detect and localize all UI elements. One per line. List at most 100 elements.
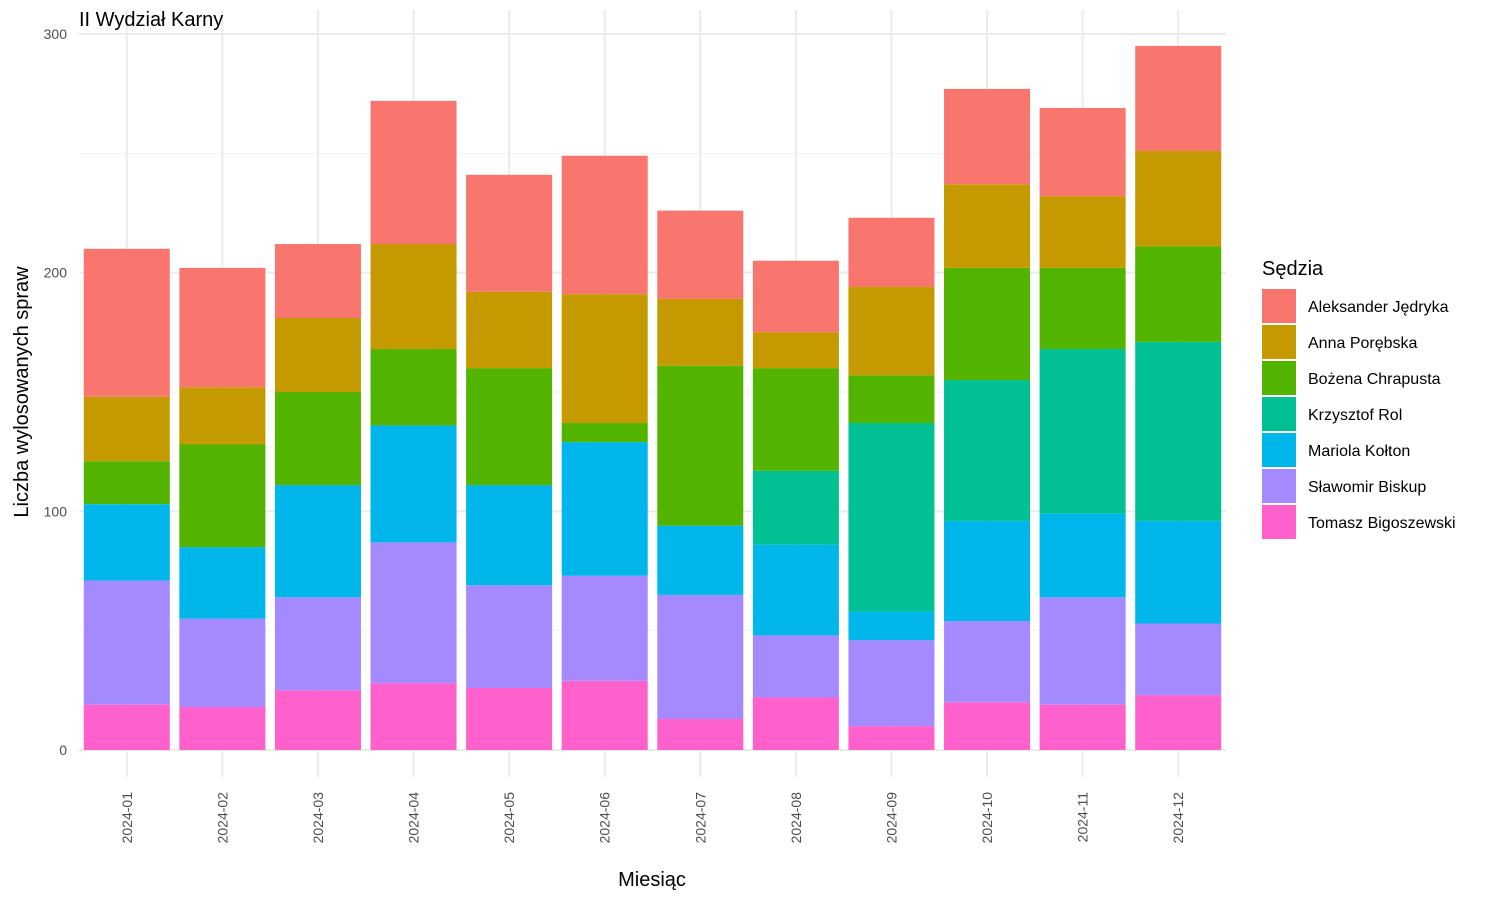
y-tick-label: 300 (44, 26, 68, 42)
legend-swatch (1262, 469, 1296, 503)
legend-label: Sławomir Biskup (1308, 479, 1426, 496)
x-tick-label: 2024-10 (979, 792, 995, 844)
legend-label: Mariola Kołton (1308, 443, 1410, 460)
bar-segment (466, 368, 553, 486)
bars (83, 45, 1222, 750)
bar-segment (1135, 695, 1222, 750)
y-tick-label: 200 (44, 265, 68, 281)
bar-segment (752, 635, 839, 698)
bar-segment (848, 375, 935, 424)
bar-segment (370, 683, 457, 750)
bar-segment (274, 597, 361, 691)
bar-segment (848, 726, 935, 750)
bar-segment (83, 396, 170, 462)
bar-segment (561, 155, 648, 295)
bar-segment (657, 365, 744, 526)
legend-items: Aleksander Jędryka Anna Porębska Bożena Ch… (1262, 289, 1456, 539)
bar-segment (83, 248, 170, 397)
bar-segment (848, 611, 935, 641)
bar-segment (179, 387, 266, 445)
bar-segment (848, 217, 935, 287)
x-axis-ticks: 2024-01 2024-02 2024-03 2024-04 2024-05 2024-… (119, 792, 1186, 844)
x-tick-label: 2024-04 (406, 792, 422, 844)
bar-segment (370, 244, 457, 350)
legend-label: Bożena Chrapusta (1308, 371, 1441, 388)
bar-segment (1135, 150, 1222, 247)
legend-swatch (1262, 361, 1296, 395)
legend-title: Sędzia (1262, 258, 1324, 280)
bar-segment (466, 291, 553, 369)
legend-label: Aleksander Jędryka (1308, 299, 1449, 316)
x-tick-label: 2024-07 (692, 792, 708, 844)
bar-segment (752, 697, 839, 750)
y-axis-title: Liczba wylosowanych spraw (11, 266, 33, 518)
legend: Sędzia Aleksander Jędryka Anna Porębska Bo… (1262, 258, 1456, 539)
bar-segment (1135, 246, 1222, 342)
bar-segment (657, 298, 744, 366)
legend-swatch (1262, 325, 1296, 359)
bar-segment (657, 594, 744, 719)
bar-segment (274, 244, 361, 319)
bar-segment (274, 485, 361, 598)
legend-label: Anna Porębska (1308, 335, 1418, 352)
bar-segment (274, 318, 361, 392)
bar-segment (370, 100, 457, 245)
bar-segment (561, 294, 648, 424)
bar-segment (1135, 520, 1222, 624)
bar-segment (944, 702, 1031, 750)
x-tick-label: 2024-03 (310, 792, 326, 844)
bar-segment (83, 580, 170, 705)
bar-segment (1039, 704, 1126, 750)
bar-segment (370, 425, 457, 543)
bar-segment (561, 575, 648, 681)
bar-segment (1135, 45, 1222, 151)
bar-segment (179, 707, 266, 750)
legend-swatch (1262, 433, 1296, 467)
bar-segment (83, 704, 170, 750)
bar-segment (944, 621, 1031, 703)
y-tick-label: 100 (44, 503, 68, 519)
bar-segment (179, 444, 266, 548)
bar-segment (370, 349, 457, 426)
bar-segment (274, 690, 361, 750)
bar-segment (848, 286, 935, 376)
bar-segment (561, 680, 648, 750)
x-axis-title: Miesiąc (618, 869, 686, 891)
bar-segment (179, 267, 266, 388)
bar-segment (466, 485, 553, 586)
bar-segment (752, 470, 839, 545)
x-tick-label: 2024-06 (597, 792, 613, 844)
x-tick-label: 2024-11 (1075, 792, 1091, 843)
bar-segment (274, 392, 361, 486)
bar-segment (466, 174, 553, 292)
bar-segment (370, 542, 457, 684)
legend-label: Tomasz Bigoszewski (1308, 515, 1456, 532)
bar-segment (1039, 107, 1126, 197)
legend-swatch (1262, 397, 1296, 431)
x-tick-label: 2024-12 (1170, 792, 1186, 844)
bar-segment (752, 368, 839, 471)
bar-segment (848, 423, 935, 612)
bar-segment (1039, 196, 1126, 268)
y-tick-label: 0 (59, 742, 67, 758)
bar-segment (848, 640, 935, 727)
bar-segment (944, 520, 1031, 622)
bar-segment (466, 687, 553, 750)
bar-segment (752, 544, 839, 636)
legend-swatch (1262, 505, 1296, 539)
bar-segment (657, 718, 744, 750)
bar-segment (657, 210, 744, 299)
bar-segment (1039, 597, 1126, 705)
bar-segment (944, 184, 1031, 268)
bar-segment (466, 585, 553, 688)
bar-segment (83, 504, 170, 581)
bar-segment (561, 442, 648, 576)
bar-segment (752, 332, 839, 369)
x-tick-label: 2024-01 (119, 792, 135, 844)
bar-segment (944, 88, 1031, 185)
y-axis-ticks: 0 100 200 300 (44, 26, 68, 758)
bar-segment (1135, 623, 1222, 696)
legend-swatch (1262, 289, 1296, 323)
bar-segment (83, 461, 170, 505)
